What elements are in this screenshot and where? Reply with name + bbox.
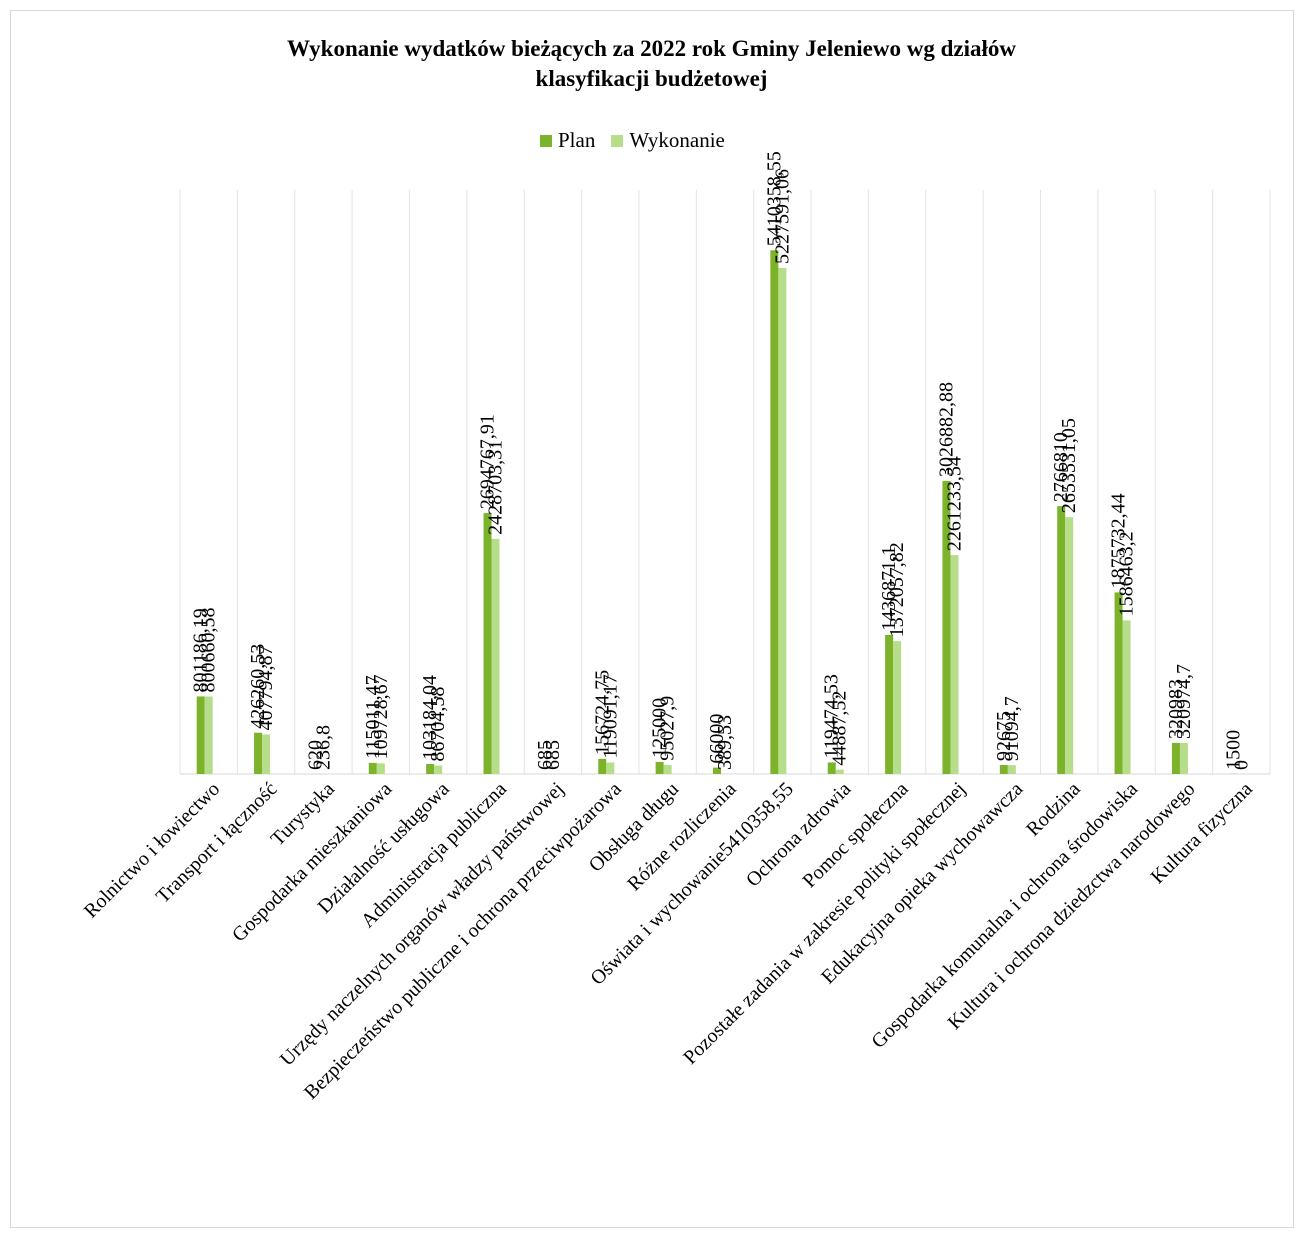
chart-title-line-2: klasyfikacji budżetowej (535, 66, 768, 91)
data-label-wykonanie: 2261233,54 (943, 456, 965, 551)
data-label-wykonanie: 685 (542, 740, 564, 770)
data-label-wykonanie: 389,53 (714, 715, 736, 770)
data-label-wykonanie: 320974,7 (1173, 664, 1195, 739)
bar-plan (1114, 592, 1123, 774)
data-label-wykonanie: 2653531,05 (1058, 418, 1080, 513)
data-label-plan: 320983 (1165, 679, 1187, 739)
bar-plan (655, 761, 664, 774)
category-label: Kultura fizyczna (1147, 778, 1257, 888)
legend-label-plan: Plan (558, 128, 596, 152)
data-label-wykonanie: 1372057,82 (886, 542, 908, 637)
data-label-plan: 66000 (706, 714, 728, 764)
data-label-plan: 801186,19 (190, 608, 212, 692)
data-label-wykonanie: 119091,17 (599, 674, 621, 758)
bar-wykonanie (893, 641, 902, 774)
data-label-plan: 5410358,55 (763, 151, 785, 246)
data-label-wykonanie: 800660,58 (198, 607, 220, 692)
bar-plan (942, 480, 951, 774)
chart-frame (10, 10, 1294, 1228)
data-label-wykonanie: 5227591,06 (771, 169, 793, 264)
bar-wykonanie (434, 765, 443, 774)
bar-wykonanie (376, 763, 385, 774)
legend-swatch-plan (540, 134, 552, 147)
bar-wykonanie (835, 769, 844, 774)
category-label: Ochrona zdrowia (742, 778, 855, 891)
bar-plan (598, 758, 607, 774)
data-label-wykonanie: 0 (1230, 760, 1252, 770)
category-label: Pomoc społeczna (799, 778, 913, 892)
data-label-plan: 1875732,44 (1108, 493, 1130, 588)
data-label-plan: 2694767,91 (477, 414, 499, 509)
data-label-plan: 2766810 (1050, 432, 1072, 502)
chart-title: Wykonanie wydatków bieżących za 2022 rok… (0, 34, 1303, 94)
bar-wykonanie (204, 696, 213, 774)
data-label-wykonanie: 44887,52 (829, 691, 851, 766)
data-label-wykonanie: 91094,7 (1001, 696, 1023, 761)
data-label-plan: 685 (534, 740, 556, 770)
data-label-plan: 1500 (1222, 730, 1244, 770)
bar-plan (770, 250, 779, 775)
bar-wykonanie (1007, 765, 1016, 774)
bar-plan (254, 732, 263, 774)
bar-plan (999, 765, 1008, 774)
chart-legend: Plan Wykonanie (540, 128, 725, 153)
category-label: Gospodarka komunalna i ochrona środowisk… (867, 778, 1142, 1053)
data-label-plan: 1436871,1 (878, 546, 900, 631)
bar-plan (713, 767, 721, 774)
bar-wykonanie (663, 764, 672, 774)
data-label-wykonanie: 407794,87 (255, 646, 277, 731)
data-label-wykonanie: 109728,67 (370, 674, 392, 759)
bar-plan (885, 634, 894, 774)
bar-wykonanie (778, 267, 787, 774)
data-label-wykonanie: 2428703,31 (485, 440, 507, 535)
data-label-plan: 156724,75 (591, 670, 613, 755)
bar-plan (426, 764, 435, 774)
bar-wykonanie (1065, 517, 1074, 774)
data-label-plan: 125000 (649, 698, 671, 758)
bar-wykonanie (950, 555, 959, 774)
bar-wykonanie (491, 538, 500, 774)
data-label-plan: 119474,53 (821, 674, 843, 758)
data-label-plan: 3026882,88 (935, 382, 957, 477)
bar-plan (1171, 742, 1180, 774)
bar-wykonanie (1179, 742, 1188, 774)
bar-plan (1057, 506, 1066, 774)
data-label-plan: 92675 (993, 711, 1015, 761)
legend-label-wykonanie: Wykonanie (629, 128, 725, 152)
data-label-wykonanie: 1586463,2 (1116, 531, 1138, 616)
data-label-wykonanie: 236,8 (312, 725, 334, 770)
data-label-wykonanie: 86704,58 (427, 687, 449, 762)
bar-wykonanie (262, 734, 271, 774)
data-label-wykonanie: 95027,9 (657, 696, 679, 761)
bar-plan (483, 513, 492, 774)
data-label-plan: 115011,47 (362, 675, 384, 759)
bar-plan (827, 762, 836, 774)
legend-item-plan: Plan (540, 128, 595, 153)
bar-plan (196, 696, 205, 774)
chart-title-line-1: Wykonanie wydatków bieżących za 2022 rok… (287, 36, 1016, 61)
bar-plan (368, 762, 377, 774)
data-label-plan: 620 (304, 740, 326, 770)
data-label-plan: 426260,53 (247, 644, 269, 729)
legend-item-wykonanie: Wykonanie (611, 128, 725, 153)
legend-swatch-wykonanie (611, 134, 624, 147)
bar-wykonanie (1122, 620, 1131, 774)
bar-wykonanie (606, 762, 615, 774)
data-label-plan: 103184,04 (419, 675, 441, 760)
